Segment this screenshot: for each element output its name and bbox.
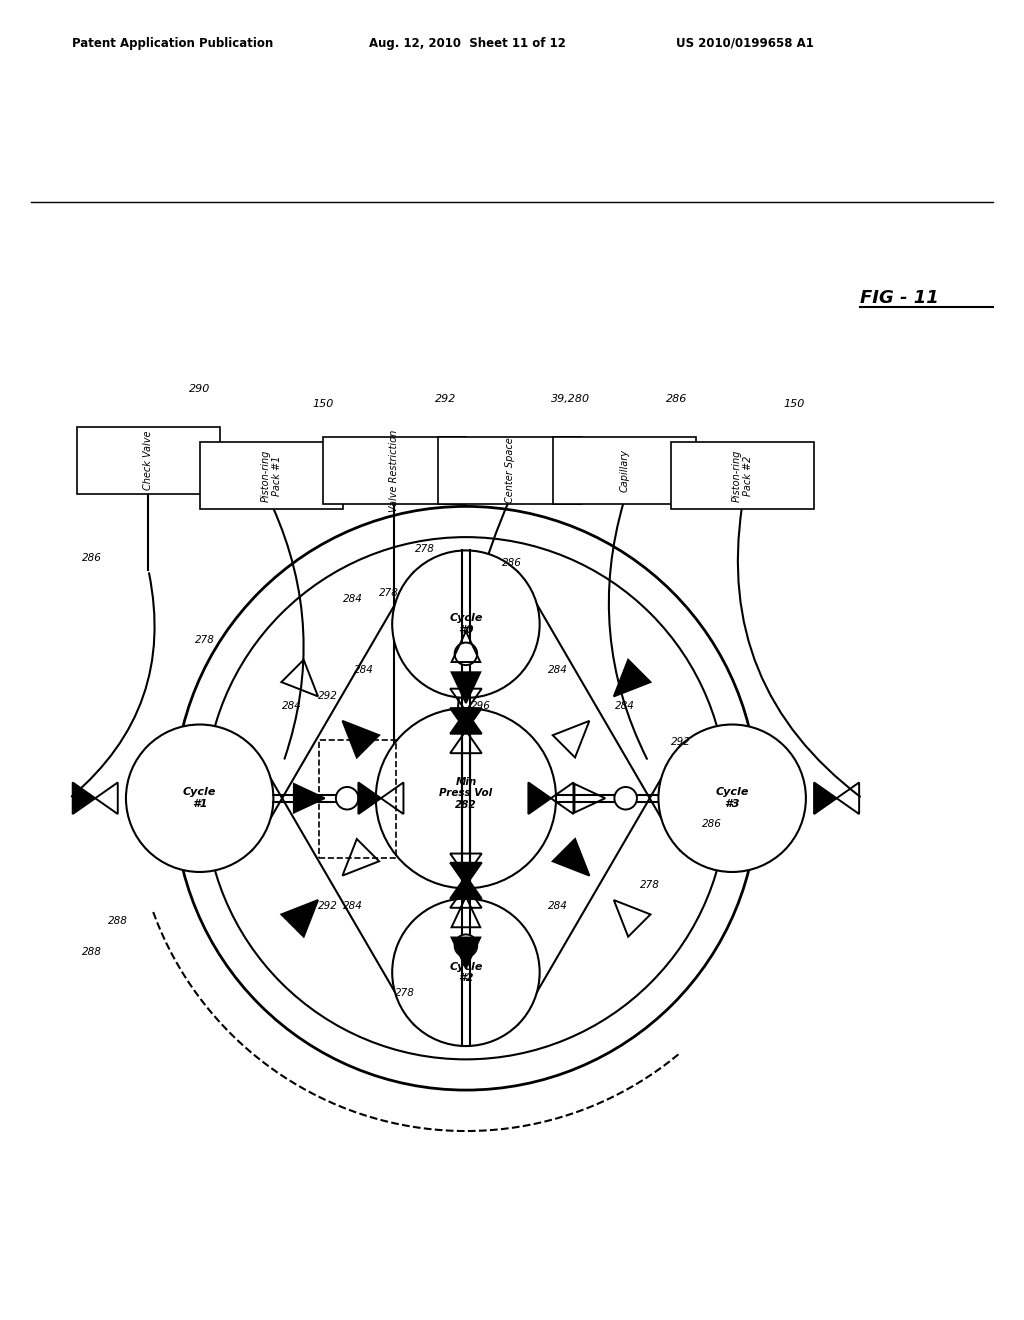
Circle shape xyxy=(658,725,806,873)
Text: 292: 292 xyxy=(435,393,457,404)
Circle shape xyxy=(455,643,477,665)
Text: Cycle
#0: Cycle #0 xyxy=(450,614,482,635)
Text: 288: 288 xyxy=(108,916,128,927)
FancyBboxPatch shape xyxy=(200,442,343,510)
Text: Capillary: Capillary xyxy=(620,449,630,492)
Text: 284: 284 xyxy=(548,900,568,911)
Polygon shape xyxy=(814,783,837,814)
Text: 278: 278 xyxy=(640,880,660,890)
Polygon shape xyxy=(452,672,480,704)
Text: 284: 284 xyxy=(343,594,364,603)
Polygon shape xyxy=(358,783,381,814)
Circle shape xyxy=(126,725,273,873)
Bar xyxy=(319,741,396,858)
Polygon shape xyxy=(452,937,480,969)
Polygon shape xyxy=(553,840,590,875)
Text: 284: 284 xyxy=(353,665,374,676)
Text: 292: 292 xyxy=(671,737,691,747)
Text: 284: 284 xyxy=(282,701,302,711)
Polygon shape xyxy=(451,711,481,734)
Text: Valve Restriction: Valve Restriction xyxy=(389,429,399,512)
Text: 286: 286 xyxy=(82,553,102,562)
Polygon shape xyxy=(294,784,325,813)
Text: FIG - 11: FIG - 11 xyxy=(860,289,939,306)
Text: 292: 292 xyxy=(317,690,338,701)
Text: Piston-ring
Pack #1: Piston-ring Pack #1 xyxy=(260,450,283,502)
FancyBboxPatch shape xyxy=(323,437,466,504)
Text: Check Valve: Check Valve xyxy=(143,430,154,490)
FancyBboxPatch shape xyxy=(438,437,582,504)
Text: Cycle
#3: Cycle #3 xyxy=(716,788,749,809)
Text: Cycle
#2: Cycle #2 xyxy=(450,961,482,983)
FancyBboxPatch shape xyxy=(77,428,220,494)
Text: 284: 284 xyxy=(548,665,568,676)
Text: 286: 286 xyxy=(701,818,722,829)
Text: 296: 296 xyxy=(471,701,492,711)
Circle shape xyxy=(392,550,540,698)
Circle shape xyxy=(392,899,540,1045)
Text: 286: 286 xyxy=(502,558,522,568)
Text: Aug. 12, 2010  Sheet 11 of 12: Aug. 12, 2010 Sheet 11 of 12 xyxy=(369,37,565,50)
Text: 290: 290 xyxy=(189,384,211,393)
Text: Piston-ring
Pack #2: Piston-ring Pack #2 xyxy=(731,450,754,502)
Polygon shape xyxy=(451,876,481,899)
Polygon shape xyxy=(342,721,379,758)
Text: 278: 278 xyxy=(379,589,399,598)
Text: 278: 278 xyxy=(195,635,215,644)
Text: 292: 292 xyxy=(317,900,338,911)
Polygon shape xyxy=(528,783,551,814)
Text: 278: 278 xyxy=(415,544,435,554)
Circle shape xyxy=(336,787,358,809)
Circle shape xyxy=(614,787,637,809)
Polygon shape xyxy=(613,660,650,697)
Text: Center Space: Center Space xyxy=(505,438,515,503)
Polygon shape xyxy=(451,708,481,731)
Text: Cycle
#1: Cycle #1 xyxy=(183,788,216,809)
Polygon shape xyxy=(282,900,318,937)
Text: Patent Application Publication: Patent Application Publication xyxy=(72,37,273,50)
Text: 150: 150 xyxy=(783,399,805,409)
Text: 150: 150 xyxy=(312,399,334,409)
Text: Min
Press Vol
282: Min Press Vol 282 xyxy=(439,776,493,809)
Polygon shape xyxy=(73,783,95,814)
Polygon shape xyxy=(451,863,481,886)
Text: 278: 278 xyxy=(394,987,415,998)
Text: 39,280: 39,280 xyxy=(551,393,590,404)
Text: 286: 286 xyxy=(666,393,687,404)
Text: 284: 284 xyxy=(343,900,364,911)
Text: 288: 288 xyxy=(82,946,102,957)
Circle shape xyxy=(376,708,556,888)
Circle shape xyxy=(455,935,477,957)
FancyBboxPatch shape xyxy=(671,442,814,510)
Text: US 2010/0199658 A1: US 2010/0199658 A1 xyxy=(676,37,814,50)
Text: 284: 284 xyxy=(614,701,635,711)
FancyBboxPatch shape xyxy=(553,437,696,504)
